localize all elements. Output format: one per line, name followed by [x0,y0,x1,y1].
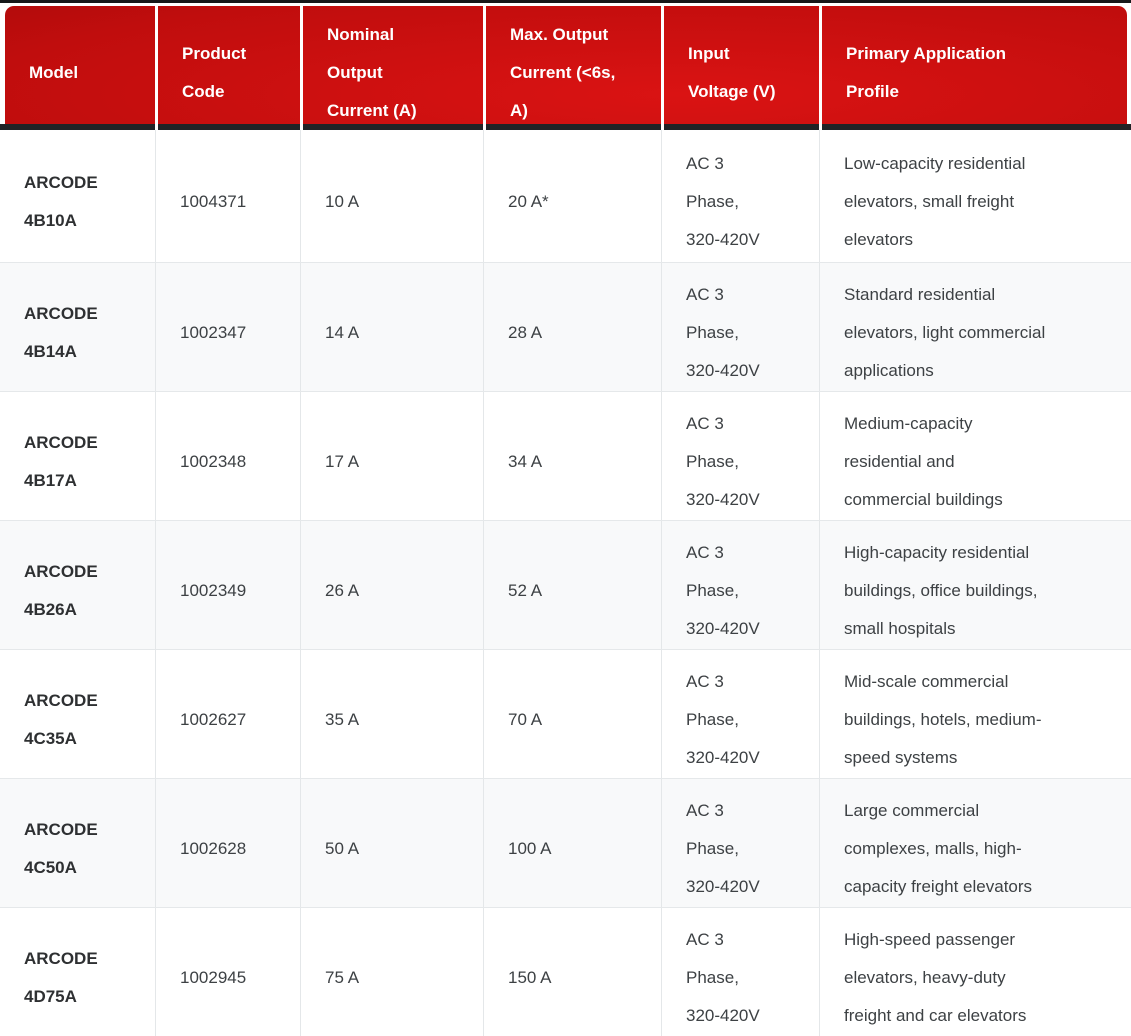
cell-input-voltage: AC 3 Phase, 320-420V [661,779,819,907]
table-row: ARCODE 4B10A 1004371 10 A 20 A* AC 3 Pha… [0,130,1131,262]
cell-max-current: 70 A [483,650,661,778]
cell-input-voltage: AC 3 Phase, 320-420V [661,908,819,1036]
cell-input-voltage: AC 3 Phase, 320-420V [661,392,819,520]
cell-model: ARCODE 4B26A [24,562,98,619]
cell-product-code: 1002627 [155,650,300,778]
cell-max-current: 150 A [483,908,661,1036]
col-header-max-current: Max. Output Current (<6s, A) [483,6,661,130]
cell-model: ARCODE 4D75A [24,949,98,1006]
cell-input-voltage: AC 3 Phase, 320-420V [661,263,819,391]
table-header-row: Model Product Code Nominal Output Curren… [5,6,1127,130]
cell-application-profile: High-capacity residential buildings, off… [819,521,1131,649]
header-divider [0,124,1131,130]
cell-model: ARCODE 4C35A [24,691,98,748]
col-header-application: Primary Application Profile [819,6,1127,130]
cell-nominal-current: 10 A [300,130,483,262]
table-row: ARCODE 4B26A 1002349 26 A 52 A AC 3 Phas… [0,520,1131,649]
products-table: ARCODE 4B10A 1004371 10 A 20 A* AC 3 Pha… [0,130,1131,1036]
cell-nominal-current: 17 A [300,392,483,520]
table-row: ARCODE 4D75A 1002945 75 A 150 A AC 3 Pha… [0,907,1131,1036]
cell-application-profile: High-speed passenger elevators, heavy-du… [819,908,1131,1036]
cell-application-profile: Mid-scale commercial buildings, hotels, … [819,650,1131,778]
cell-nominal-current: 14 A [300,263,483,391]
cell-product-code: 1002349 [155,521,300,649]
cell-product-code: 1002628 [155,779,300,907]
table-row: ARCODE 4B17A 1002348 17 A 34 A AC 3 Phas… [0,391,1131,520]
top-border-line [0,0,1131,3]
cell-model: ARCODE 4B10A [24,173,98,230]
cell-nominal-current: 50 A [300,779,483,907]
cell-application-profile: Standard residential elevators, light co… [819,263,1131,391]
cell-application-profile: Low-capacity residential elevators, smal… [819,130,1131,262]
cell-max-current: 34 A [483,392,661,520]
cell-application-profile: Large commercial complexes, malls, high-… [819,779,1131,907]
table-row: ARCODE 4C50A 1002628 50 A 100 A AC 3 Pha… [0,778,1131,907]
cell-nominal-current: 26 A [300,521,483,649]
cell-product-code: 1002348 [155,392,300,520]
col-header-input-voltage: Input Voltage (V) [661,6,819,130]
table-row: ARCODE 4C35A 1002627 35 A 70 A AC 3 Phas… [0,649,1131,778]
col-header-product-code: Product Code [155,6,300,130]
cell-model: ARCODE 4B14A [24,304,98,361]
cell-max-current: 52 A [483,521,661,649]
cell-nominal-current: 35 A [300,650,483,778]
cell-model: ARCODE 4C50A [24,820,98,877]
cell-model: ARCODE 4B17A [24,433,98,490]
col-header-model: Model [29,63,79,82]
table-row: ARCODE 4B14A 1002347 14 A 28 A AC 3 Phas… [0,262,1131,391]
cell-input-voltage: AC 3 Phase, 320-420V [661,130,819,262]
col-header-nominal-current: Nominal Output Current (A) [300,6,483,130]
cell-input-voltage: AC 3 Phase, 320-420V [661,650,819,778]
cell-product-code: 1002347 [155,263,300,391]
cell-product-code: 1002945 [155,908,300,1036]
cell-max-current: 28 A [483,263,661,391]
cell-max-current: 20 A* [483,130,661,262]
cell-application-profile: Medium-capacity residential and commerci… [819,392,1131,520]
cell-input-voltage: AC 3 Phase, 320-420V [661,521,819,649]
cell-product-code: 1004371 [155,130,300,262]
cell-max-current: 100 A [483,779,661,907]
cell-nominal-current: 75 A [300,908,483,1036]
